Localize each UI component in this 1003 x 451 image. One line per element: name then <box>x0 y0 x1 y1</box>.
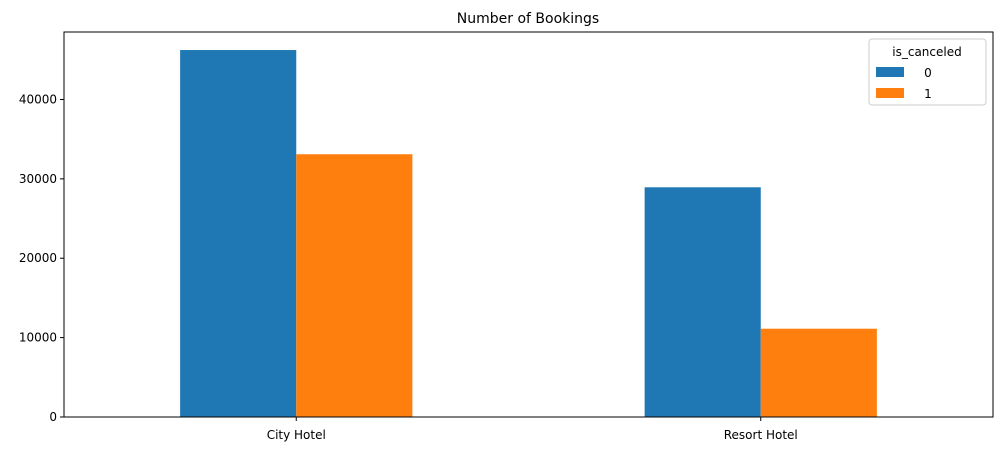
legend-swatch-series-0 <box>876 67 904 77</box>
bars-group <box>180 50 877 418</box>
bar-city-hotel-series-1 <box>296 154 413 417</box>
legend-swatch-series-1 <box>876 88 904 98</box>
y-tick-label: 30000 <box>19 172 57 186</box>
legend: is_canceled 0 1 <box>868 38 987 106</box>
legend-label-series-0: 0 <box>924 66 932 80</box>
chart-title: Number of Bookings <box>457 11 599 27</box>
y-tick-label: 40000 <box>19 92 57 106</box>
y-axis: 0 10000 20000 30000 40000 <box>19 92 64 424</box>
x-axis: City Hotel Resort Hotel <box>267 417 798 442</box>
x-tick-label: City Hotel <box>267 428 326 442</box>
y-tick-label: 0 <box>49 410 57 424</box>
legend-label-series-1: 1 <box>924 87 932 101</box>
bar-resort-hotel-series-1 <box>760 328 877 417</box>
plot-frame <box>63 31 994 418</box>
legend-title: is_canceled <box>892 45 961 59</box>
bar-city-hotel-series-0 <box>180 50 297 418</box>
y-tick-label: 20000 <box>19 251 57 265</box>
bar-resort-hotel-series-0 <box>644 187 761 417</box>
y-tick-label: 10000 <box>19 331 57 345</box>
x-tick-label: Resort Hotel <box>724 428 798 442</box>
